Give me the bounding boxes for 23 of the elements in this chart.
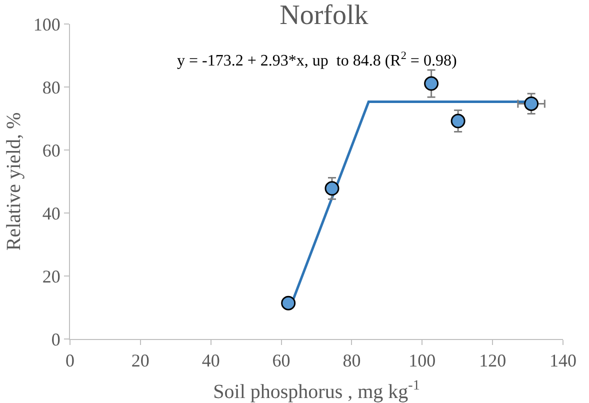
y-tick-label: 80 [42, 77, 60, 98]
x-tick-label: 100 [408, 350, 436, 371]
y-tick-label: 60 [42, 140, 60, 160]
x-tick-label: 60 [272, 350, 290, 371]
x-tick-label: 80 [342, 350, 361, 371]
point [281, 296, 296, 310]
y-tick-label: 100 [33, 14, 60, 34]
point [424, 76, 439, 91]
y-tick-label: 40 [42, 203, 60, 224]
y-axis-title: Relative yield, % [3, 112, 25, 251]
chart-title: Norfolk [280, 0, 368, 31]
y-tick-label: 0 [51, 329, 60, 350]
x-axis-title: Soil phosphorus , mg kg$^{-1}$ [213, 378, 420, 403]
annotation: y = -173.2 + 2.93*x, up to 84.8 (R$^{2}$ = 0.98) [177, 50, 457, 70]
x-tick-label: 120 [479, 350, 506, 371]
x-tick-label: 20 [131, 350, 150, 371]
y-tick-label: 20 [42, 266, 60, 286]
point [450, 114, 466, 128]
point [524, 96, 539, 111]
x-tick-label: 140 [550, 350, 576, 371]
x-tick-label: 40 [202, 350, 220, 371]
x-tick-label: 0 [66, 350, 74, 371]
point [324, 181, 340, 196]
